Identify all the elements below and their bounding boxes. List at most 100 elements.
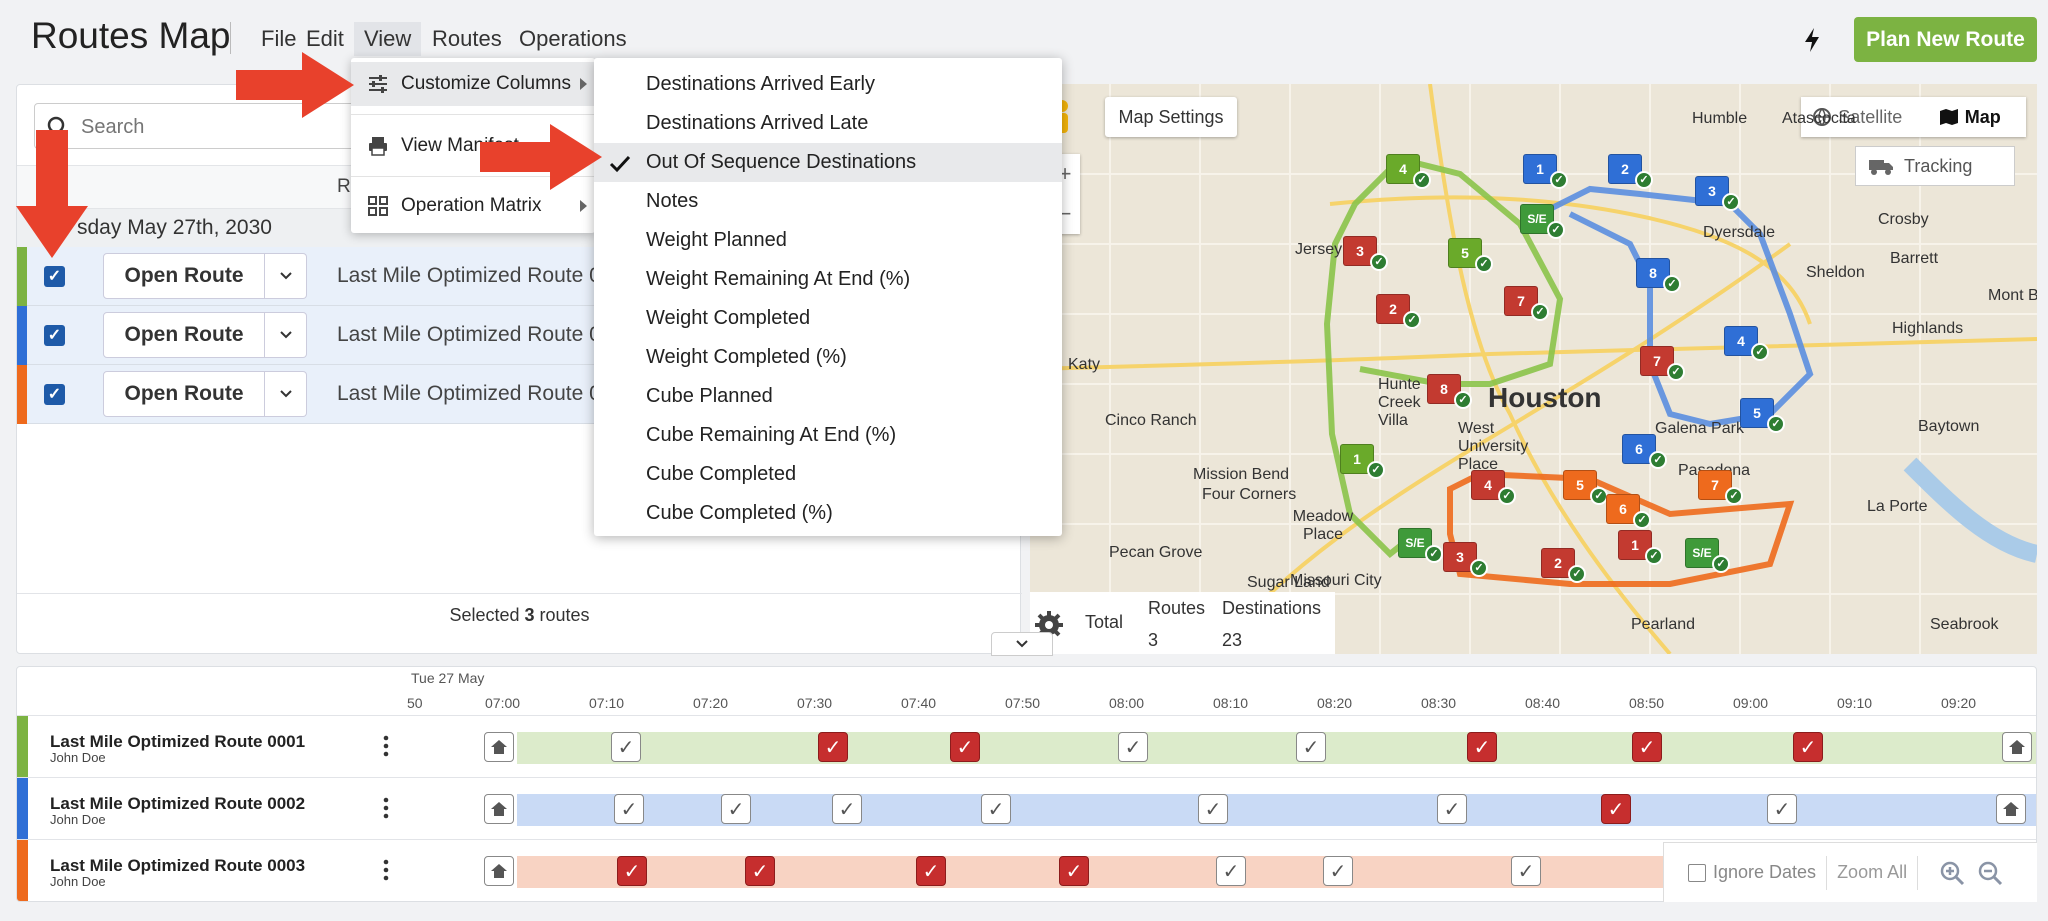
- stop-marker-late[interactable]: ✓: [916, 856, 946, 886]
- route-timeline[interactable]: Tue 27 May 50 07:00 07:10 07:20 07:30 07…: [16, 666, 2037, 902]
- more-options-icon[interactable]: [383, 796, 389, 820]
- menu-routes[interactable]: Routes: [432, 26, 502, 51]
- stop-marker-late[interactable]: ✓: [1632, 732, 1662, 762]
- map-stop-pin[interactable]: 3 ✓: [1695, 176, 1740, 211]
- map-option[interactable]: Map: [1914, 97, 2027, 137]
- open-route-button[interactable]: Open Route: [103, 312, 265, 358]
- open-route-dropdown[interactable]: [265, 371, 307, 417]
- home-stop[interactable]: [2002, 732, 2032, 762]
- column-option[interactable]: Destinations Arrived Early: [594, 65, 1062, 104]
- column-option[interactable]: Destinations Arrived Late: [594, 104, 1062, 143]
- map-stop-pin[interactable]: 6 ✓: [1622, 434, 1667, 469]
- map-stop-pin[interactable]: 4 ✓: [1471, 470, 1516, 505]
- route-checkbox[interactable]: ✓: [44, 266, 65, 287]
- bolt-icon[interactable]: [1800, 26, 1824, 54]
- stop-marker-late[interactable]: ✓: [617, 856, 647, 886]
- timeline-row[interactable]: Last Mile Optimized Route 0001 John Doe …: [17, 715, 2036, 778]
- stop-marker-late[interactable]: ✓: [1601, 794, 1631, 824]
- map-stop-pin[interactable]: 1 ✓: [1618, 530, 1663, 565]
- map-stop-pin[interactable]: S/E ✓: [1685, 538, 1730, 573]
- map-stop-pin[interactable]: 2 ✓: [1608, 154, 1653, 189]
- map-stop-pin[interactable]: 1 ✓: [1340, 444, 1385, 479]
- map-stop-pin[interactable]: 6 ✓: [1606, 494, 1651, 529]
- zoom-all-button[interactable]: Zoom All: [1837, 862, 1908, 882]
- map-stop-pin[interactable]: 5 ✓: [1563, 470, 1608, 505]
- timeline-row[interactable]: Last Mile Optimized Route 0002 John Doe …: [17, 777, 2036, 840]
- menu-file[interactable]: File: [261, 26, 297, 51]
- map-stop-pin[interactable]: S/E ✓: [1398, 528, 1443, 563]
- stop-marker[interactable]: ✓: [1511, 856, 1541, 886]
- map-stop-pin[interactable]: S/E ✓: [1520, 204, 1565, 239]
- tracking-button[interactable]: Tracking: [1855, 146, 2015, 186]
- stop-marker[interactable]: ✓: [721, 794, 751, 824]
- column-option[interactable]: Weight Completed: [594, 299, 1062, 338]
- stop-marker-late[interactable]: ✓: [1793, 732, 1823, 762]
- search-box[interactable]: [34, 103, 374, 149]
- more-options-icon[interactable]: [383, 734, 389, 758]
- column-option[interactable]: Cube Remaining At End (%): [594, 416, 1062, 455]
- home-stop[interactable]: [484, 732, 514, 762]
- column-option[interactable]: Weight Planned: [594, 221, 1062, 260]
- route-checkbox[interactable]: ✓: [44, 384, 65, 405]
- collapse-panel-toggle[interactable]: [991, 632, 1053, 656]
- stop-marker-late[interactable]: ✓: [818, 732, 848, 762]
- stop-marker-late[interactable]: ✓: [745, 856, 775, 886]
- menu-item-operation-matrix[interactable]: Operation Matrix: [351, 184, 595, 228]
- routes-map[interactable]: Map Settings + − Satellite Map Tracking …: [1030, 84, 2037, 654]
- open-route-button[interactable]: Open Route: [103, 371, 265, 417]
- map-stop-pin[interactable]: 1 ✓: [1523, 154, 1568, 189]
- home-stop[interactable]: [1996, 794, 2026, 824]
- stop-marker[interactable]: ✓: [1437, 794, 1467, 824]
- stop-marker[interactable]: ✓: [981, 794, 1011, 824]
- column-option[interactable]: Weight Remaining At End (%): [594, 260, 1062, 299]
- menu-item-customize-columns[interactable]: Customize Columns: [351, 62, 595, 106]
- open-route-dropdown[interactable]: [265, 312, 307, 358]
- menu-edit[interactable]: Edit: [306, 26, 344, 51]
- plan-new-route-button[interactable]: Plan New Route: [1854, 17, 2037, 62]
- stop-marker-late[interactable]: ✓: [1467, 732, 1497, 762]
- column-option-checked[interactable]: Out Of Sequence Destinations: [594, 143, 1062, 182]
- map-settings-button[interactable]: Map Settings: [1105, 97, 1237, 137]
- stop-marker[interactable]: ✓: [1323, 856, 1353, 886]
- route-checkbox[interactable]: ✓: [44, 325, 65, 346]
- map-stop-pin[interactable]: 2 ✓: [1376, 294, 1421, 329]
- map-stop-pin[interactable]: 8 ✓: [1636, 258, 1681, 293]
- stop-marker-late[interactable]: ✓: [950, 732, 980, 762]
- more-options-icon[interactable]: [383, 858, 389, 882]
- map-stop-pin[interactable]: 7 ✓: [1698, 470, 1743, 505]
- menu-view[interactable]: View: [354, 22, 422, 56]
- menu-operations[interactable]: Operations: [519, 26, 627, 51]
- stop-marker[interactable]: ✓: [611, 732, 641, 762]
- column-option[interactable]: Weight Completed (%): [594, 338, 1062, 377]
- stop-marker[interactable]: ✓: [1118, 732, 1148, 762]
- zoom-in-icon[interactable]: [1938, 859, 1966, 887]
- map-stop-pin[interactable]: 8 ✓: [1427, 374, 1472, 409]
- map-stop-pin[interactable]: 4 ✓: [1724, 326, 1769, 361]
- gear-icon[interactable]: [1034, 610, 1064, 640]
- open-route-button[interactable]: Open Route: [103, 253, 265, 299]
- map-stop-pin[interactable]: 4 ✓: [1386, 154, 1431, 189]
- stop-marker[interactable]: ✓: [1767, 794, 1797, 824]
- stop-marker[interactable]: ✓: [614, 794, 644, 824]
- ignore-dates-label[interactable]: Ignore Dates: [1713, 862, 1817, 882]
- open-route-dropdown[interactable]: [265, 253, 307, 299]
- map-stop-pin[interactable]: 3 ✓: [1343, 236, 1388, 271]
- stop-marker[interactable]: ✓: [1198, 794, 1228, 824]
- column-option[interactable]: Cube Planned: [594, 377, 1062, 416]
- map-stop-pin[interactable]: 5 ✓: [1448, 238, 1493, 273]
- ignore-dates-checkbox[interactable]: [1688, 863, 1706, 882]
- stop-marker-late[interactable]: ✓: [1059, 856, 1089, 886]
- map-stop-pin[interactable]: 5 ✓: [1740, 398, 1785, 433]
- map-stop-pin[interactable]: 2 ✓: [1541, 548, 1586, 583]
- home-stop[interactable]: [484, 856, 514, 886]
- stop-marker[interactable]: ✓: [832, 794, 862, 824]
- column-option[interactable]: Notes: [594, 182, 1062, 221]
- map-stop-pin[interactable]: 3 ✓: [1443, 542, 1488, 577]
- zoom-out-icon[interactable]: [1976, 859, 2004, 887]
- home-stop[interactable]: [484, 794, 514, 824]
- search-input[interactable]: [81, 112, 361, 142]
- column-option[interactable]: Cube Completed: [594, 455, 1062, 494]
- map-stop-pin[interactable]: 7 ✓: [1504, 286, 1549, 321]
- satellite-option[interactable]: Satellite: [1801, 97, 1914, 137]
- map-type-toggle[interactable]: Satellite Map: [1801, 97, 2026, 137]
